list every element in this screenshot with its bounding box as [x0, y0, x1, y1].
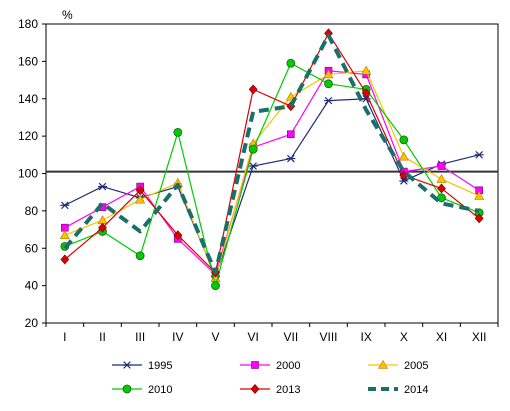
data-point-2005 [323, 69, 334, 79]
marker-stroke [249, 162, 257, 170]
x-tick-label: VIII [319, 330, 337, 344]
data-point-2000 [287, 130, 295, 139]
series-line-2014 [63, 33, 480, 275]
data-point-2013 [437, 183, 446, 194]
x-tick-label: I [63, 330, 66, 344]
legend: 1995 2000 2005 2010 2013 2014 [112, 359, 428, 396]
legend-item-2005: 2005 [368, 359, 428, 372]
x-tick-label: VI [247, 330, 258, 344]
data-point-1995 [399, 177, 409, 185]
y-tick-label: 180 [18, 17, 38, 31]
data-point-2013 [135, 185, 145, 196]
x-tick-label: X [400, 330, 408, 344]
y-tick-label: 120 [18, 129, 38, 143]
data-point-1995 [286, 154, 296, 163]
y-tick-label: 60 [25, 241, 39, 255]
marker-stroke [287, 154, 295, 163]
data-point-2010 [248, 144, 258, 154]
marker-stroke [123, 361, 131, 369]
data-point-2010 [324, 79, 333, 89]
data-point-2010 [399, 135, 409, 145]
series-line-1995 [64, 98, 480, 277]
legend-label: 2005 [404, 360, 428, 372]
x-tick-label: IX [360, 330, 371, 344]
series-line-2005 [64, 70, 480, 279]
data-point-1995 [248, 162, 258, 170]
data-point-1995 [60, 201, 70, 210]
legend-item-2010: 2010 [112, 384, 172, 396]
data-point-2010 [286, 58, 296, 68]
x-tick-label: IV [172, 330, 183, 344]
legend-label: 2000 [276, 360, 300, 372]
legend-item-2014: 2014 [368, 384, 428, 396]
plot-area-frame [45, 23, 499, 324]
marker-stroke [61, 201, 69, 210]
data-point-2013 [474, 213, 484, 224]
data-point-2005 [59, 230, 70, 239]
marker-stroke [324, 96, 333, 105]
y-tick-label: 80 [25, 204, 39, 218]
legend-label: 1995 [148, 360, 172, 372]
data-point-2005 [436, 173, 447, 183]
y-tick-label: 20 [25, 316, 39, 330]
legend-item-2000: 2000 [240, 360, 300, 372]
data-point-2010 [135, 251, 145, 261]
series-2014 [63, 33, 480, 275]
data-point-2005 [97, 215, 108, 225]
legend-swatch-marker [250, 384, 260, 394]
x-tick-label: III [135, 330, 145, 344]
x-tick-label: XI [436, 330, 447, 344]
data-point-2005 [474, 190, 485, 200]
legend-item-2013: 2013 [240, 384, 300, 396]
y-axis-unit-label: % [62, 8, 73, 22]
data-point-2005 [135, 194, 146, 204]
x-tick-label: V [211, 330, 219, 344]
marker-stroke [98, 182, 107, 191]
series-line-2013 [64, 32, 480, 274]
data-point-2010 [211, 281, 220, 291]
x-tick-label: XII [472, 330, 487, 344]
legend-swatch-marker [122, 361, 132, 369]
legend-swatch-marker [122, 384, 132, 394]
y-tick-label: 160 [18, 54, 38, 68]
data-point-2005 [398, 151, 409, 161]
legend-label: 2010 [148, 384, 172, 396]
legend-swatch-marker [251, 361, 259, 369]
data-point-1995 [474, 151, 484, 159]
data-point-2010 [173, 127, 183, 137]
data-point-2005 [361, 65, 372, 75]
data-point-2013 [173, 230, 183, 241]
data-point-2013 [248, 84, 258, 95]
x-tick-label: VII [283, 330, 298, 344]
marker-stroke [475, 151, 483, 159]
x-tick-label: II [99, 330, 106, 344]
legend-swatch-marker [377, 359, 389, 369]
y-tick-label: 100 [18, 167, 38, 181]
marker-stroke [362, 94, 370, 103]
data-point-2013 [361, 88, 371, 99]
marker-stroke [400, 177, 408, 185]
data-point-2013 [60, 254, 70, 265]
data-point-1995 [98, 182, 107, 191]
y-tick-label: 40 [25, 279, 39, 293]
data-point-2000 [437, 162, 446, 170]
data-point-2013 [98, 222, 107, 233]
legend-label: 2013 [276, 384, 300, 396]
data-point-1995 [324, 96, 333, 105]
series-group [59, 28, 485, 291]
series-line-2010 [64, 62, 480, 287]
legend-item-1995: 1995 [112, 360, 172, 372]
series-line-2000 [64, 70, 480, 276]
legend-label: 2014 [404, 384, 428, 396]
series-2013 [60, 28, 484, 278]
y-tick-label: 140 [18, 92, 38, 106]
